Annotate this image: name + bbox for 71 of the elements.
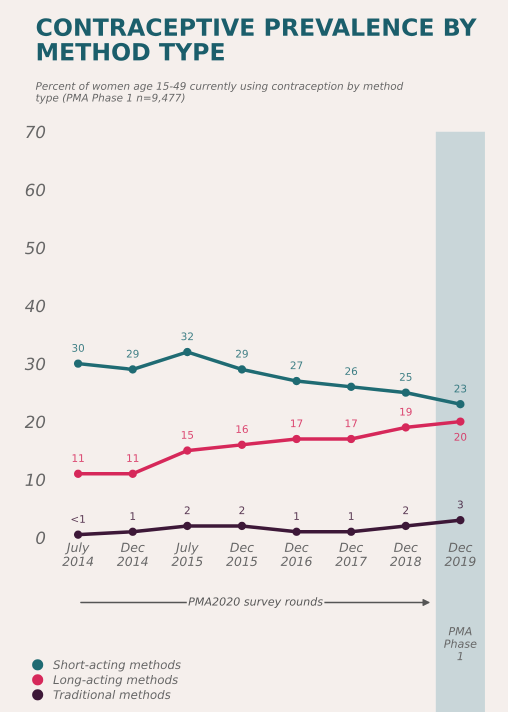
data-label: 32: [181, 332, 193, 340]
point: [238, 522, 246, 530]
point: [292, 376, 301, 386]
y-tick-label: 60: [26, 184, 46, 196]
point: [74, 470, 82, 478]
x-tick-label: July 2015: [171, 542, 203, 566]
legend-label: Long-acting methods: [53, 674, 178, 686]
point: [238, 440, 246, 449]
text: PMA2020 survey rounds: [188, 597, 323, 608]
x-tick-label: Dec 2015: [226, 542, 258, 566]
point: [402, 423, 410, 432]
data-label: 29: [126, 350, 139, 358]
data-label: 2: [184, 506, 190, 514]
y-tick-label: 70: [26, 126, 46, 138]
point: [456, 417, 465, 426]
point: [183, 348, 192, 356]
point: [346, 528, 356, 536]
point: [456, 400, 465, 408]
x-tick-label: Dec 2014: [116, 542, 148, 566]
x-tick-label: Dec 2018: [390, 542, 422, 566]
data-label: 29: [236, 350, 248, 358]
x-tick-label: Dec 2016: [280, 542, 312, 566]
x-tick-label: July 2014: [62, 542, 94, 566]
legend-label: Traditional methods: [54, 690, 171, 700]
legend-label: Short-acting methods: [53, 660, 181, 672]
point: [346, 434, 356, 444]
y-tick-label: 20: [24, 416, 46, 428]
data-label: 17: [346, 420, 357, 428]
data-label: 2: [239, 506, 244, 514]
data-label: 11: [72, 454, 84, 462]
x-tick-label: Dec 2017: [335, 542, 367, 566]
chart-subtitle: Percent of women age 15-49 currently using contraception by method type (PMA Phase 1 n=9,477): [36, 82, 404, 104]
point: [456, 516, 465, 524]
data-label: 1: [130, 512, 136, 520]
point: [402, 522, 410, 530]
data-label: 11: [127, 454, 138, 462]
data-label: <1: [72, 515, 85, 523]
data-label: 23: [454, 384, 466, 392]
data-label: 19: [400, 408, 412, 416]
data-label: 27: [290, 361, 302, 370]
point: [74, 359, 82, 368]
data-label: 30: [72, 344, 84, 352]
y-tick-label: 30: [24, 358, 46, 370]
point: [183, 446, 192, 455]
point: [402, 388, 410, 397]
y-tick-label: 0: [36, 532, 46, 544]
data-label: 1: [348, 512, 354, 520]
point: [128, 365, 137, 374]
data-label: 25: [400, 372, 412, 381]
data-label: 15: [182, 431, 194, 439]
y-tick-label: 40: [25, 300, 46, 312]
point: [128, 470, 137, 478]
point: [346, 382, 356, 391]
data-label: 26: [345, 367, 358, 376]
data-label: 3: [458, 500, 463, 508]
data-label: 2: [403, 506, 408, 514]
point: [292, 434, 301, 444]
data-label: 1: [294, 512, 299, 520]
y-tick-label: 50: [25, 242, 46, 254]
chart-title: CONTRACEPTIVE PREVALENCE BY METHOD TYPE: [36, 18, 477, 61]
data-label: 17: [291, 420, 302, 428]
point: [128, 528, 137, 536]
x-tick-label: Dec 2019: [444, 542, 476, 566]
y-tick-label: 10: [26, 474, 46, 486]
point: [238, 365, 246, 374]
data-label: 16: [236, 425, 248, 434]
point: [183, 522, 192, 530]
band-label: PMA Phase 1: [444, 627, 476, 660]
point: [292, 528, 301, 536]
data-label: 20: [454, 432, 466, 441]
point: [74, 530, 82, 539]
